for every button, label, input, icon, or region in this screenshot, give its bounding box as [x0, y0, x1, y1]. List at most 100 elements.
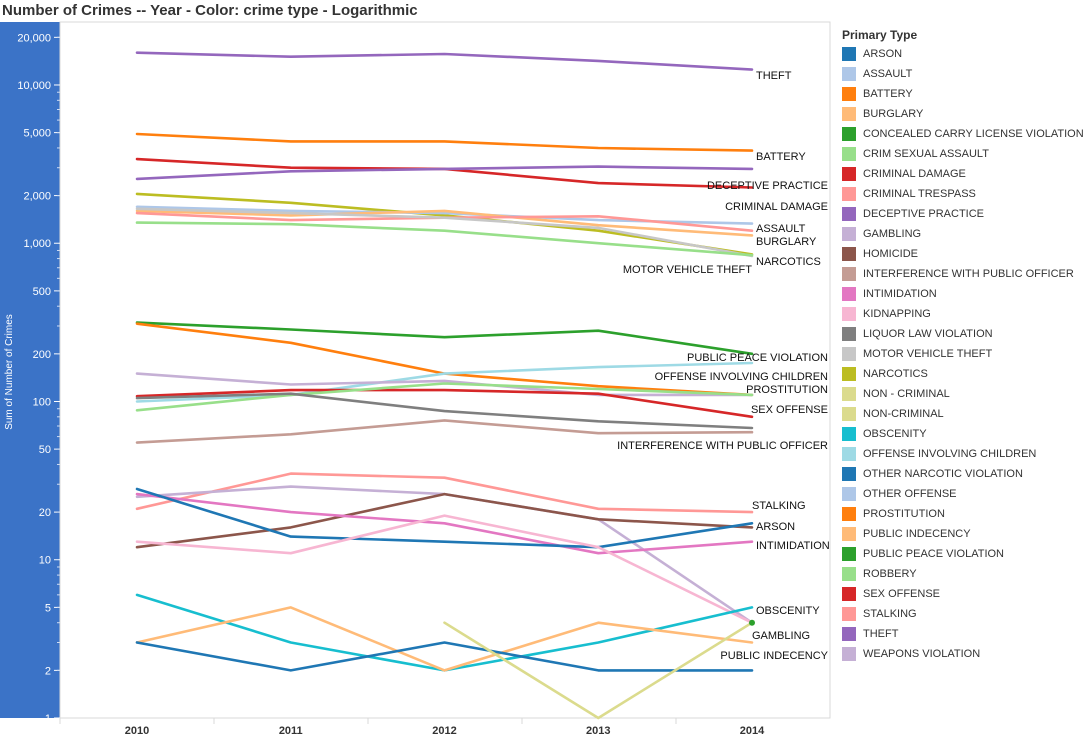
series-line-burglary[interactable]: [135, 209, 754, 237]
legend-label: OTHER OFFENSE: [863, 488, 957, 500]
series-line-crim-sexual-assault[interactable]: [135, 221, 754, 257]
legend-item-gambling[interactable]: GAMBLING: [842, 224, 1088, 244]
legend-item-narcotics[interactable]: NARCOTICS: [842, 364, 1088, 384]
legend-label: ROBBERY: [863, 568, 917, 580]
series-line-intimidation[interactable]: [135, 492, 754, 555]
y-tick-label: 20: [39, 507, 51, 519]
series-end-label: BURGLARY: [756, 236, 817, 248]
legend-label: INTIMIDATION: [863, 288, 937, 300]
series-line-sex-offense[interactable]: [135, 388, 754, 419]
legend-item-criminal-trespass[interactable]: CRIMINAL TRESPASS: [842, 184, 1088, 204]
series-end-label: OBSCENITY: [756, 605, 820, 617]
y-tick-label: 200: [33, 349, 51, 361]
series-end-label: PUBLIC PEACE VIOLATION: [687, 352, 828, 364]
series-end-label: NARCOTICS: [756, 256, 821, 268]
legend-swatch: [842, 207, 856, 221]
series-line-stalking[interactable]: [135, 472, 754, 514]
legend-swatch: [842, 147, 856, 161]
legend-item-theft[interactable]: THEFT: [842, 624, 1088, 644]
series-line-concealed-carry-license-violation[interactable]: [135, 321, 754, 356]
legend-item-battery[interactable]: BATTERY: [842, 84, 1088, 104]
legend-label: CRIMINAL DAMAGE: [863, 168, 966, 180]
legend-item-public-indecency[interactable]: PUBLIC INDECENCY: [842, 524, 1088, 544]
legend-item-intimidation[interactable]: INTIMIDATION: [842, 284, 1088, 304]
legend-swatch: [842, 647, 856, 661]
legend-item-deceptive-practice[interactable]: DECEPTIVE PRACTICE: [842, 204, 1088, 224]
legend-item-homicide[interactable]: HOMICIDE: [842, 244, 1088, 264]
legend-label: KIDNAPPING: [863, 308, 931, 320]
legend-swatch: [842, 407, 856, 421]
series-line-liquor-law-violation[interactable]: [135, 392, 754, 430]
legend-item-weapons-violation[interactable]: WEAPONS VIOLATION: [842, 644, 1088, 664]
y-tick-label: 10,000: [17, 80, 51, 92]
legend-swatch: [842, 267, 856, 281]
legend-item-non-criminal[interactable]: NON-CRIMINAL: [842, 404, 1088, 424]
legend-swatch: [842, 167, 856, 181]
legend-item-criminal-damage[interactable]: CRIMINAL DAMAGE: [842, 164, 1088, 184]
series-line-public-indecency[interactable]: [135, 606, 754, 672]
series-end-label: THEFT: [756, 70, 792, 82]
legend-item-burglary[interactable]: BURGLARY: [842, 104, 1088, 124]
legend-label: LIQUOR LAW VIOLATION: [863, 328, 993, 340]
series-line-kidnapping[interactable]: [135, 514, 754, 625]
series-line-motor-vehicle-theft[interactable]: [135, 207, 754, 258]
series-line-weapons-violation[interactable]: [135, 372, 754, 397]
legend-item-assault[interactable]: ASSAULT: [842, 64, 1088, 84]
series-line-homicide[interactable]: [135, 492, 754, 549]
legend-item-other-offense[interactable]: OTHER OFFENSE: [842, 484, 1088, 504]
legend-label: BURGLARY: [863, 108, 924, 120]
legend-item-offense-involving-children[interactable]: OFFENSE INVOLVING CHILDREN: [842, 444, 1088, 464]
series-line-interference-with-public-officer[interactable]: [135, 419, 754, 444]
legend-label: HOMICIDE: [863, 248, 918, 260]
legend-item-prostitution[interactable]: PROSTITUTION: [842, 504, 1088, 524]
legend-item-motor-vehicle-theft[interactable]: MOTOR VEHICLE THEFT: [842, 344, 1088, 364]
legend-item-public-peace-violation[interactable]: PUBLIC PEACE VIOLATION: [842, 544, 1088, 564]
series-line-arson[interactable]: [135, 487, 754, 549]
legend-swatch: [842, 47, 856, 61]
x-tick-label: 2014: [740, 725, 765, 737]
series-line-robbery[interactable]: [135, 382, 754, 412]
legend-label: GAMBLING: [863, 228, 922, 240]
y-tick-label: 500: [33, 286, 51, 298]
series-end-label: PROSTITUTION: [746, 384, 828, 396]
legend-label: ASSAULT: [863, 68, 913, 80]
legend-label: OTHER NARCOTIC VIOLATION: [863, 468, 1023, 480]
legend-item-liquor-law-violation[interactable]: LIQUOR LAW VIOLATION: [842, 324, 1088, 344]
series-line-battery[interactable]: [135, 132, 754, 152]
legend-label: PUBLIC INDECENCY: [863, 528, 971, 540]
x-tick-label: 2013: [586, 725, 610, 737]
legend-label: CRIMINAL TRESPASS: [863, 188, 976, 200]
legend-item-concealed-carry-license-violation[interactable]: CONCEALED CARRY LICENSE VIOLATION: [842, 124, 1088, 144]
legend-swatch: [842, 327, 856, 341]
legend-item-crim-sexual-assault[interactable]: CRIM SEXUAL ASSAULT: [842, 144, 1088, 164]
legend-swatch: [842, 427, 856, 441]
legend-swatch: [842, 547, 856, 561]
series-line-non-criminal[interactable]: [443, 621, 754, 720]
series-line-deceptive-practice[interactable]: [135, 165, 754, 181]
series-line-narcotics[interactable]: [135, 192, 754, 256]
legend-item-kidnapping[interactable]: KIDNAPPING: [842, 304, 1088, 324]
y-tick-label: 100: [33, 396, 51, 408]
legend-item-arson[interactable]: ARSON: [842, 44, 1088, 64]
legend-item-obscenity[interactable]: OBSCENITY: [842, 424, 1088, 444]
series-end-label: DECEPTIVE PRACTICE: [707, 180, 828, 192]
legend-item-interference-with-public-officer[interactable]: INTERFERENCE WITH PUBLIC OFFICER: [842, 264, 1088, 284]
series-line-other-narcotic-violation[interactable]: [135, 641, 754, 672]
legend-item-sex-offense[interactable]: SEX OFFENSE: [842, 584, 1088, 604]
x-tick-label: 2011: [279, 725, 303, 737]
legend-swatch: [842, 467, 856, 481]
legend-swatch: [842, 247, 856, 261]
legend-title: Primary Type: [842, 28, 918, 42]
legend-label: STALKING: [863, 608, 917, 620]
legend-item-robbery[interactable]: ROBBERY: [842, 564, 1088, 584]
series-end-label: MOTOR VEHICLE THEFT: [623, 264, 752, 276]
y-tick-label: 50: [39, 444, 51, 456]
y-tick-label: 20,000: [17, 32, 51, 44]
legend-item-non-criminal[interactable]: NON - CRIMINAL: [842, 384, 1088, 404]
legend-item-stalking[interactable]: STALKING: [842, 604, 1088, 624]
series-end-label: PUBLIC INDECENCY: [720, 650, 828, 662]
series-line-offense-involving-children[interactable]: [135, 361, 754, 403]
series-line-theft[interactable]: [135, 51, 754, 71]
legend-item-other-narcotic-violation[interactable]: OTHER NARCOTIC VIOLATION: [842, 464, 1088, 484]
series-end-label: INTERFERENCE WITH PUBLIC OFFICER: [617, 440, 828, 452]
